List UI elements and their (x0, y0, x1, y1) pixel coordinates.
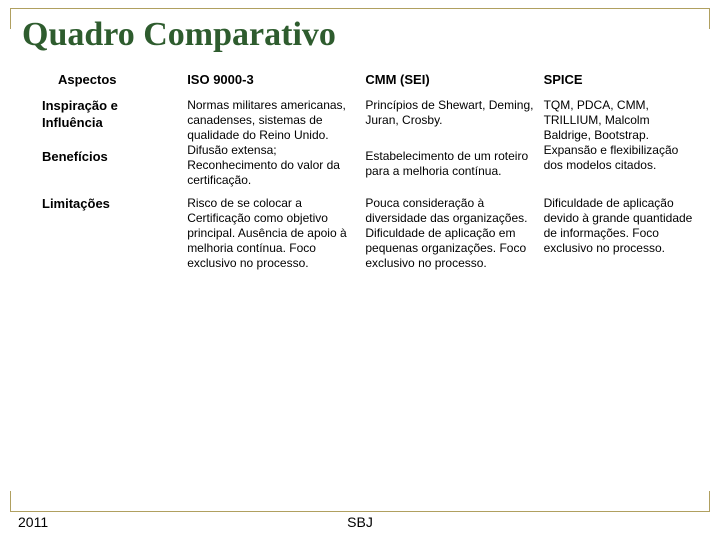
comparison-table: Aspectos ISO 9000-3 CMM (SEI) SPICE Insp… (40, 70, 700, 500)
footer-center: SBJ (0, 514, 720, 530)
table-header-row: Aspectos ISO 9000-3 CMM (SEI) SPICE (40, 70, 700, 96)
row-label-limitacoes: Limitações (40, 194, 185, 277)
col-header-spice: SPICE (542, 70, 700, 96)
table-row: Limitações Risco de se colocar a Certifi… (40, 194, 700, 277)
col-header-iso: ISO 9000-3 (185, 70, 363, 96)
cell-cmm-limit: Pouca consideração à diversidade das org… (363, 194, 541, 277)
cell-iso-insp-benef: Normas militares americanas, canadenses,… (185, 96, 363, 194)
col-header-cmm: CMM (SEI) (363, 70, 541, 96)
cell-iso-limit: Risco de se colocar a Certificação como … (185, 194, 363, 277)
table-row: Inspiração e Influência Normas militares… (40, 96, 700, 147)
cell-cmm-benef: Estabelecimento de um roteiro para a mel… (363, 147, 541, 194)
cell-spice-insp-benef: TQM, PDCA, CMM, TRILLIUM, Malcolm Baldri… (542, 96, 700, 194)
cell-cmm-insp: Princípios de Shewart, Deming, Juran, Cr… (363, 96, 541, 147)
cell-spice-limit: Dificuldade de aplicação devido à grande… (542, 194, 700, 277)
row-label-beneficios: Benefícios (40, 147, 185, 194)
col-header-aspectos: Aspectos (40, 70, 185, 96)
slide-title: Quadro Comparativo (22, 16, 336, 54)
row-label-inspiracao: Inspiração e Influência (40, 96, 185, 147)
